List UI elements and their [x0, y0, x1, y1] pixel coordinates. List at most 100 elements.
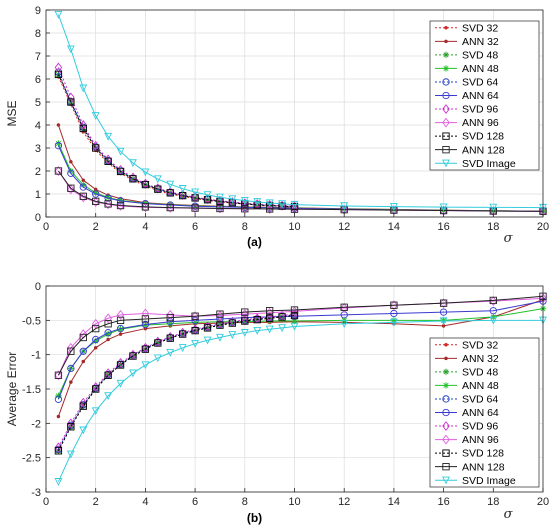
legend-label: ANN 96 [462, 434, 499, 446]
series-line [57, 319, 543, 482]
legend-marker [442, 382, 450, 389]
legend-marker [442, 449, 450, 457]
y-tick-label: 0 [35, 212, 41, 224]
data-point [154, 339, 162, 347]
legend-item: SVD Image [435, 158, 516, 170]
x-tick-label: 18 [487, 496, 499, 508]
data-point [439, 298, 448, 309]
data-point [167, 320, 174, 327]
data-point [141, 168, 150, 177]
data-point [66, 450, 75, 459]
legend-marker [442, 434, 450, 445]
legend-marker [444, 39, 448, 44]
data-point [439, 317, 448, 326]
data-point [241, 317, 249, 325]
data-point [439, 203, 448, 212]
series-line [57, 314, 295, 450]
data-point [266, 314, 274, 322]
data-point [54, 395, 63, 403]
data-point [79, 192, 87, 200]
data-point [91, 112, 100, 121]
x-axis-label: σ [504, 507, 514, 522]
data-point [340, 303, 348, 311]
data-point [241, 205, 249, 213]
series-line [57, 14, 544, 209]
data-point [141, 202, 150, 213]
x-tick-label: 18 [487, 221, 499, 233]
legend-marker [442, 421, 450, 431]
data-point [178, 344, 187, 353]
data-point [104, 392, 113, 401]
data-point [240, 197, 249, 205]
x-tick-label: 0 [43, 496, 49, 508]
data-point [79, 397, 88, 408]
data-point [489, 307, 497, 315]
series-svd-128 [54, 311, 299, 455]
x-tick-label: 20 [537, 496, 549, 508]
data-point [240, 329, 249, 337]
data-point [56, 414, 61, 419]
data-point [153, 354, 162, 363]
data-point [141, 361, 150, 370]
data-point [340, 303, 348, 313]
x-tick-label: 2 [93, 221, 99, 233]
x-tick-label: 12 [338, 221, 350, 233]
legend-label: SVD 64 [462, 77, 498, 89]
data-point [265, 307, 274, 318]
y-tick-label: 0 [35, 281, 41, 293]
data-point [191, 203, 199, 214]
data-point [278, 324, 287, 333]
data-point [253, 326, 262, 335]
series-line [57, 313, 295, 448]
data-point [290, 311, 299, 320]
series-line [57, 74, 295, 208]
data-point [153, 175, 162, 184]
legend-label: SVD 64 [462, 394, 498, 406]
x-tick-label: 14 [388, 496, 400, 508]
data-point [79, 183, 87, 191]
data-point [79, 124, 87, 133]
data-point [92, 324, 100, 333]
data-point [141, 308, 150, 319]
x-tick-label: 4 [142, 496, 148, 508]
data-point [117, 168, 124, 176]
data-point [54, 10, 63, 19]
legend-marker [442, 159, 450, 168]
legend-label: SVD 96 [462, 104, 498, 116]
data-point [67, 364, 75, 373]
data-point [104, 194, 112, 201]
data-point [92, 385, 100, 393]
data-point [290, 200, 299, 209]
legend-item: SVD Image [435, 475, 516, 487]
data-point [54, 166, 63, 176]
legend-label: ANN 32 [462, 36, 499, 48]
y-tick-label: 6 [35, 74, 41, 86]
data-point [67, 98, 75, 106]
data-point [129, 352, 137, 360]
chart-panel-2: 0 2 4 6 8 10 12 14 16 18 20 0 -0.5 -1 -1.5 -2 -2.5 -3 Aver… [5, 281, 549, 525]
legend-label: ANN 48 [462, 380, 499, 392]
data-point [79, 426, 88, 435]
legend-item: SVD 64 [435, 394, 498, 406]
data-point [290, 322, 299, 331]
data-point [92, 189, 99, 197]
data-point [253, 198, 262, 207]
data-point [79, 333, 87, 342]
y-tick-label: 2 [35, 166, 41, 178]
data-point [154, 339, 162, 347]
data-point [69, 380, 73, 384]
legend-marker [442, 78, 450, 86]
legend-item: ANN 96 [435, 117, 499, 129]
legend-label: SVD 32 [462, 22, 498, 34]
data-point [129, 159, 137, 168]
legend-marker [442, 65, 450, 72]
data-point [229, 319, 236, 327]
y-tick-label: 7 [35, 51, 41, 63]
data-point [216, 321, 224, 329]
legend-label: ANN 32 [462, 353, 499, 365]
data-point [79, 84, 88, 93]
data-point [80, 181, 87, 188]
